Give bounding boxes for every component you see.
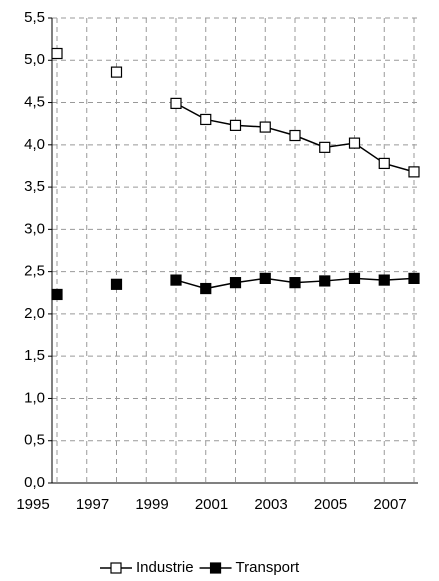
marker	[289, 129, 301, 142]
marker	[289, 277, 301, 289]
y-tick-label: 3,0	[24, 220, 45, 237]
marker	[319, 141, 331, 153]
marker	[259, 121, 271, 133]
marker	[348, 272, 361, 284]
x-tick-label: 2007	[373, 496, 406, 513]
marker	[209, 562, 222, 574]
marker	[408, 272, 420, 284]
marker	[110, 66, 123, 78]
y-tick-label: 2,5	[24, 263, 45, 280]
marker	[51, 47, 63, 60]
y-tick-label: 1,5	[24, 347, 45, 364]
y-tick-label: 5,5	[24, 9, 45, 26]
x-tick-label: 1997	[76, 496, 109, 513]
marker	[408, 166, 420, 178]
marker	[378, 274, 390, 286]
y-tick-label: 0,5	[24, 432, 45, 449]
marker	[51, 288, 63, 301]
marker	[170, 274, 182, 286]
marker	[110, 562, 122, 574]
y-tick-label: 4,5	[24, 94, 45, 111]
legend-label: Transport	[236, 559, 300, 576]
legend-label: Industrie	[136, 559, 194, 576]
marker	[319, 275, 331, 287]
y-tick-label: 3,5	[24, 178, 45, 195]
marker	[200, 113, 212, 126]
marker	[348, 137, 361, 149]
marker	[170, 97, 182, 109]
marker	[259, 272, 271, 284]
y-tick-label: 0,0	[24, 474, 45, 491]
x-tick-label: 2003	[254, 496, 287, 513]
legend: Industrie Transport	[100, 559, 300, 576]
y-tick-label: 2,0	[24, 305, 45, 322]
y-tick-label: 4,0	[24, 136, 45, 153]
x-tick-label: 1995	[16, 496, 49, 513]
x-tick-label: 2001	[195, 496, 228, 513]
marker	[110, 278, 123, 290]
x-tick-label: 1999	[135, 496, 168, 513]
marker	[378, 157, 390, 170]
marker	[229, 119, 242, 131]
y-tick-label: 5,0	[24, 51, 45, 68]
marker	[229, 277, 242, 289]
x-tick-label: 2005	[314, 496, 347, 513]
y-tick-label: 1,0	[24, 389, 45, 406]
marker	[200, 282, 212, 295]
